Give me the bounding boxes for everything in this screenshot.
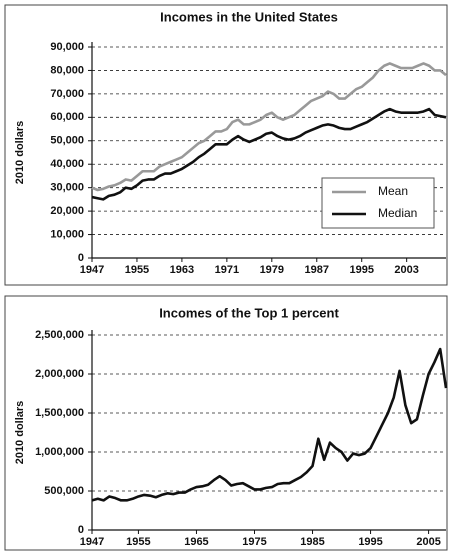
- x-tick-label: 1947: [80, 264, 104, 276]
- x-tick-label: 2005: [416, 536, 440, 548]
- y-tick-label: 1,000,000: [35, 446, 84, 458]
- y-tick-label: 1,500,000: [35, 407, 84, 419]
- y-tick-label: 2,500,000: [35, 329, 84, 341]
- y-tick-label: 20,000: [50, 205, 84, 217]
- x-tick-label: 1955: [125, 264, 149, 276]
- x-tick-label: 1995: [349, 264, 373, 276]
- x-tick-label: 1947: [80, 536, 104, 548]
- y-tick-label: 60,000: [50, 111, 84, 123]
- x-tick-label: 2003: [394, 264, 418, 276]
- y-tick-label: 80,000: [50, 64, 84, 76]
- x-tick-label: 1965: [184, 536, 208, 548]
- x-tick-label: 1995: [358, 536, 382, 548]
- y-tick-label: 30,000: [50, 182, 84, 194]
- panel-frame: [4, 295, 448, 551]
- y-tick-label: 90,000: [50, 41, 84, 53]
- legend-box: [321, 177, 435, 229]
- line-series: [91, 62, 447, 192]
- chart-title: Incomes in the United States: [160, 9, 338, 24]
- y-tick-label: 500,000: [44, 485, 84, 497]
- y-tick-label: 50,000: [50, 135, 84, 147]
- y-tick-label: 0: [78, 252, 84, 264]
- y-tick-label: 40,000: [50, 158, 84, 170]
- x-tick-label: 1971: [215, 264, 239, 276]
- x-tick-label: 1987: [305, 264, 329, 276]
- legend-label: Median: [378, 206, 417, 220]
- y-axis-label: 2010 dollars: [14, 401, 26, 465]
- chart-title: Incomes of the Top 1 percent: [159, 305, 339, 320]
- x-tick-label: 1985: [300, 536, 324, 548]
- x-tick-label: 1963: [170, 264, 194, 276]
- y-tick-label: 70,000: [50, 88, 84, 100]
- y-axis-label: 2010 dollars: [14, 121, 26, 185]
- y-tick-label: 0: [78, 524, 84, 536]
- legend-label: Mean: [378, 184, 408, 198]
- x-tick-label: 1955: [126, 536, 150, 548]
- y-tick-label: 2,000,000: [35, 368, 84, 380]
- line-series: [91, 107, 447, 201]
- x-tick-label: 1975: [242, 536, 266, 548]
- y-tick-label: 10,000: [50, 228, 84, 240]
- panel-frame: [4, 4, 448, 286]
- line-series: [91, 347, 448, 502]
- x-tick-label: 1979: [260, 264, 284, 276]
